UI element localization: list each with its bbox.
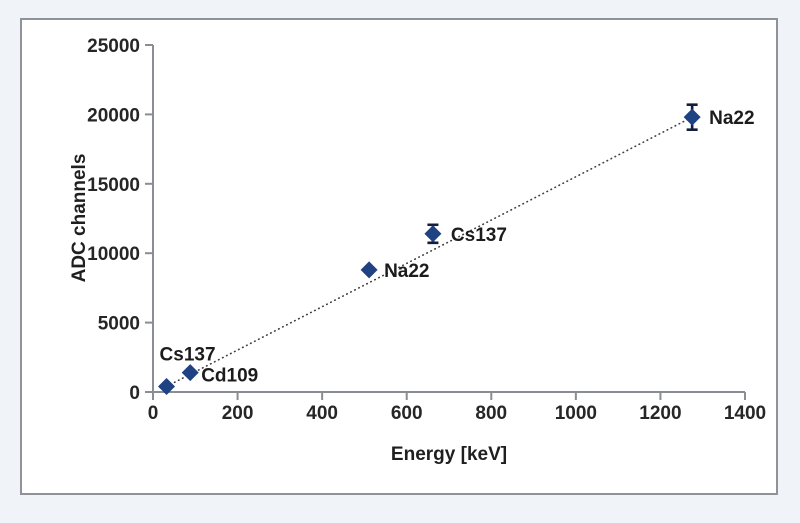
y-tick-label: 10000	[87, 244, 140, 265]
data-point-cs137	[158, 377, 176, 395]
x-tick-label: 1400	[724, 403, 766, 424]
data-point-na22	[360, 261, 378, 279]
x-tick-label: 200	[222, 403, 254, 424]
x-tick-label: 1000	[555, 403, 597, 424]
data-point-cs137	[424, 225, 442, 243]
y-tick-label: 0	[129, 383, 140, 404]
y-tick-label: 20000	[87, 105, 140, 126]
x-tick-label: 600	[391, 403, 423, 424]
point-label-cs137: Cs137	[160, 344, 216, 365]
x-tick-label: 400	[306, 403, 338, 424]
y-tick-label: 25000	[87, 36, 140, 57]
y-tick-label: 15000	[87, 175, 140, 196]
y-axis-title: ADC channels	[69, 154, 90, 283]
y-tick-label: 5000	[98, 314, 140, 335]
trendline	[165, 116, 693, 388]
x-tick-label: 800	[475, 403, 507, 424]
x-tick-label: 0	[148, 403, 159, 424]
chart-panel: 0 5000 10000 15000 20000 25000 0 200 400 600 800 10…	[20, 18, 778, 495]
point-label-cd109: Cd109	[201, 366, 258, 387]
x-tick-label: 1200	[639, 403, 681, 424]
x-axis-title: Energy [keV]	[391, 444, 507, 465]
point-label-na22: Na22	[709, 108, 754, 129]
data-point-cd109	[181, 364, 199, 382]
point-label-na22: Na22	[384, 261, 429, 282]
point-label-cs137: Cs137	[451, 225, 507, 246]
calibration-scatter-plot: 0 5000 10000 15000 20000 25000 0 200 400 600 800 10…	[69, 36, 766, 465]
data-point-na22	[683, 108, 701, 126]
